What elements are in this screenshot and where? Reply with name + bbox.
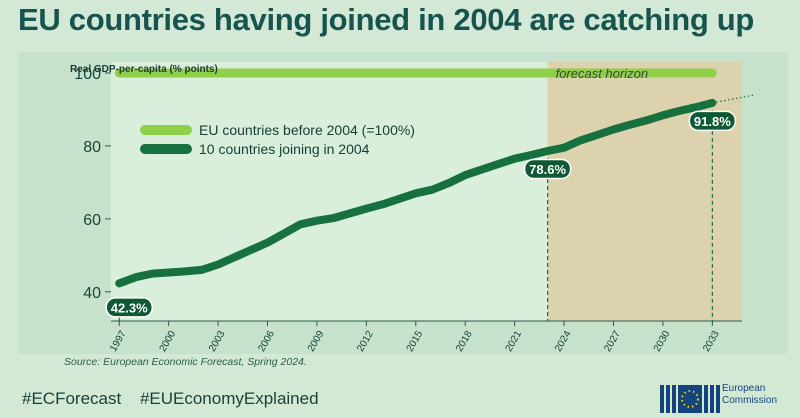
y-axis-label: Real GDP-per-capita (% points): [70, 64, 218, 75]
x-tick-label: 2009: [306, 329, 327, 354]
hashtags: #ECForecast #EUEconomyExplained: [22, 389, 333, 409]
annotation-label: 42.3%: [111, 300, 148, 315]
x-tick-label: 2000: [158, 329, 179, 354]
legend-label-eu-before-2004: EU countries before 2004 (=100%): [199, 122, 415, 138]
y-tick-label: 80: [83, 139, 101, 156]
x-tick-label: 2021: [504, 329, 525, 354]
y-tick-label: 100: [74, 66, 101, 83]
y-tick-label: 60: [83, 212, 101, 229]
european-commission-logo: [660, 385, 720, 413]
x-tick-label: 1997: [108, 329, 129, 354]
series-extension: [712, 94, 756, 104]
x-tick-label: 2006: [256, 329, 277, 354]
y-tick-label: 40: [83, 285, 101, 302]
legend-label-joined-2004: 10 countries joining in 2004: [199, 141, 370, 157]
annotation-badge: [688, 110, 737, 132]
x-tick-label: 2018: [454, 329, 475, 354]
annotation-badge: [105, 297, 153, 318]
logo-text: European Commission: [722, 383, 777, 407]
x-tick-label: 2027: [602, 329, 623, 354]
hashtag-ecforecast[interactable]: #ECForecast: [22, 389, 122, 408]
logo-line2: Commission: [722, 395, 778, 406]
x-tick-label: 2003: [207, 329, 228, 354]
forecast-label: forecast horizon: [556, 66, 649, 81]
annotation-label: 91.8%: [694, 114, 731, 129]
hashtag-eueconomyexplained[interactable]: #EUEconomyExplained: [139, 389, 319, 408]
x-tick-label: 2030: [652, 329, 673, 354]
chart-title: EU countries having joined in 2004 are c…: [18, 2, 755, 37]
source-note: Source: European Economic Forecast, Spri…: [64, 356, 307, 368]
logo-line1: European: [722, 383, 766, 394]
x-tick-label: 2024: [553, 329, 574, 354]
annotation-badge: [523, 158, 572, 180]
annotation-label: 78.6%: [529, 162, 566, 177]
x-tick-label: 2015: [405, 329, 426, 354]
x-tick-label: 2012: [355, 329, 376, 354]
series-line-joined-2004: [115, 98, 717, 288]
x-tick-label: 2033: [701, 329, 722, 354]
